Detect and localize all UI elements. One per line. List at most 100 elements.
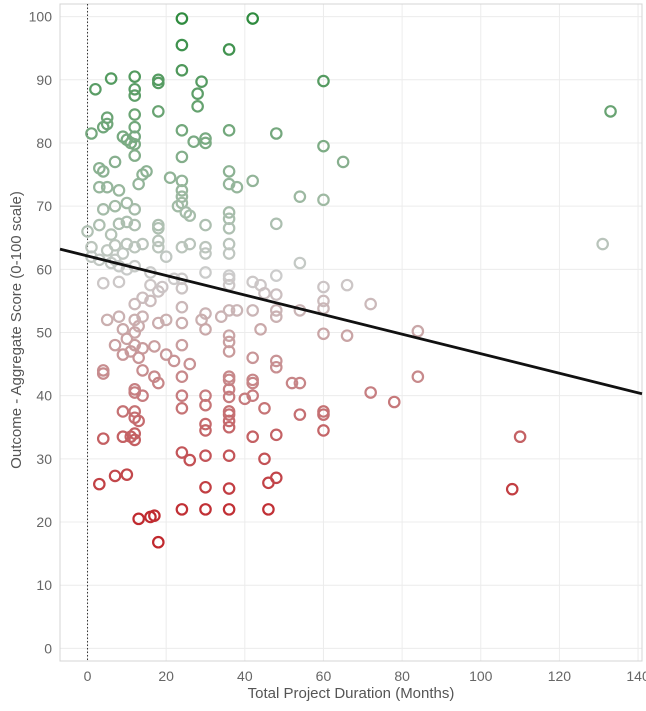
data-point [152, 221, 165, 235]
data-point [246, 376, 259, 390]
data-point [246, 174, 259, 188]
data-point [222, 482, 236, 495]
data-point [246, 351, 259, 365]
data-point [108, 155, 122, 169]
x-tick-label: 140 [626, 668, 646, 684]
data-point [175, 150, 189, 164]
data-point [175, 12, 189, 25]
data-point [175, 316, 189, 330]
x-tick-label: 60 [316, 668, 332, 684]
data-point [159, 313, 173, 327]
data-point [222, 390, 236, 404]
data-point [93, 218, 106, 232]
data-point [128, 108, 142, 121]
data-point [132, 512, 145, 526]
data-point [120, 468, 134, 481]
data-point [144, 294, 157, 308]
data-point [596, 237, 609, 251]
data-point [175, 281, 189, 295]
data-point [246, 12, 259, 25]
data-point [175, 338, 189, 352]
data-point [120, 263, 134, 276]
data-point [96, 165, 110, 178]
data-point [104, 228, 118, 241]
data-point [246, 275, 259, 289]
data-point [191, 87, 204, 101]
data-point [183, 237, 197, 251]
data-point [140, 165, 153, 178]
data-point [246, 430, 259, 444]
data-point [199, 480, 212, 494]
data-point [100, 117, 114, 131]
data-point [222, 177, 236, 191]
data-point [411, 324, 425, 338]
trend-line [59, 247, 643, 396]
data-point [269, 354, 283, 368]
data-point [93, 180, 106, 194]
data-point [230, 304, 244, 317]
data-point [104, 72, 118, 85]
data-point [222, 304, 236, 317]
data-point [167, 354, 181, 368]
data-point [187, 135, 201, 149]
data-point [85, 127, 98, 140]
data-point [411, 370, 425, 384]
data-point [128, 218, 142, 232]
data-point [340, 329, 354, 342]
data-point [100, 313, 114, 327]
data-point [136, 389, 149, 402]
data-point [254, 323, 267, 336]
trend-line-layer [59, 247, 643, 396]
data-point [128, 433, 142, 447]
data-point [128, 313, 142, 327]
data-point [222, 383, 236, 396]
data-point [152, 234, 165, 248]
data-point [108, 338, 122, 352]
data-point [222, 345, 236, 358]
data-point [116, 405, 130, 418]
data-point [317, 280, 330, 294]
y-tick-label: 10 [36, 577, 52, 593]
data-point [152, 535, 165, 549]
x-tick-label: 40 [237, 668, 253, 684]
data-point [155, 280, 169, 294]
data-point [148, 340, 161, 353]
data-point [269, 269, 283, 282]
data-point [222, 206, 236, 219]
data-point [159, 348, 173, 361]
data-point [132, 414, 145, 428]
data-point [293, 408, 307, 421]
data-point [100, 111, 114, 125]
data-point [120, 237, 134, 251]
data-point [317, 327, 330, 341]
data-point [112, 275, 126, 289]
data-point [128, 240, 142, 254]
data-point [246, 389, 259, 402]
x-tick-label: 100 [469, 668, 493, 684]
data-point [183, 453, 197, 467]
data-point [175, 240, 189, 254]
data-point [128, 386, 142, 399]
data-point [148, 509, 161, 523]
data-point [191, 100, 204, 113]
data-point [199, 136, 212, 150]
data-point [258, 452, 271, 466]
data-point [387, 395, 401, 409]
data-point [199, 307, 212, 320]
data-point [364, 386, 377, 399]
data-point [128, 130, 142, 143]
data-point [199, 132, 212, 145]
y-tick-label: 50 [36, 325, 52, 341]
data-point [269, 360, 283, 374]
y-tick-label: 40 [36, 388, 52, 404]
data-point [199, 218, 212, 232]
data-point [175, 38, 189, 52]
data-point [175, 184, 189, 197]
data-point [96, 203, 110, 216]
data-point [317, 408, 330, 421]
y-tick-label: 20 [36, 514, 52, 530]
data-point [152, 105, 165, 118]
data-point [144, 278, 157, 292]
data-point [136, 291, 149, 305]
